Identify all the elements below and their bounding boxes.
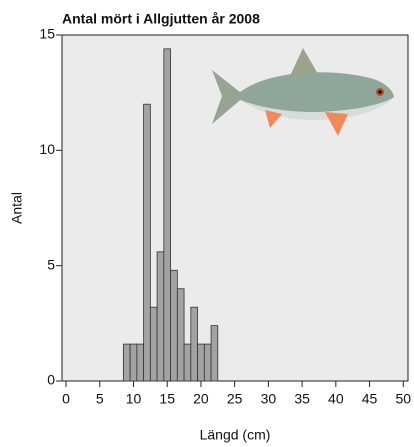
chart-title: Antal mört i Allgjutten år 2008 — [62, 11, 260, 27]
x-tick-label: 50 — [395, 391, 411, 407]
y-tick-label: 15 — [39, 26, 55, 42]
x-tick-label: 25 — [227, 391, 243, 407]
bar — [190, 306, 198, 382]
x-tick-label: 40 — [328, 391, 344, 407]
bar — [203, 343, 212, 382]
x-axis-label: Längd (cm) — [200, 427, 271, 443]
bar — [156, 251, 165, 382]
bar — [149, 306, 158, 382]
bar — [129, 343, 138, 382]
bar — [183, 343, 192, 382]
bar — [122, 343, 131, 382]
x-tick-label: 15 — [159, 391, 175, 407]
x-tick-label: 20 — [193, 391, 209, 407]
y-tick-label: 0 — [47, 372, 55, 388]
x-tick-label: 10 — [126, 391, 142, 407]
x-tick-label: 30 — [261, 391, 277, 407]
bar — [163, 48, 171, 382]
bar — [170, 269, 178, 382]
fish-illustration — [212, 48, 394, 136]
y-axis-label: Antal — [9, 192, 25, 224]
bar — [136, 343, 145, 382]
x-tick-label: 35 — [294, 391, 310, 407]
bar — [143, 103, 151, 382]
x-tick-label: 0 — [62, 391, 70, 407]
y-tick-label: 10 — [39, 141, 55, 157]
x-tick-label: 45 — [362, 391, 378, 407]
bar — [176, 288, 185, 382]
bar — [197, 343, 205, 382]
y-tick-label: 5 — [47, 256, 55, 272]
bar — [210, 325, 219, 382]
x-tick-label: 5 — [96, 391, 104, 407]
